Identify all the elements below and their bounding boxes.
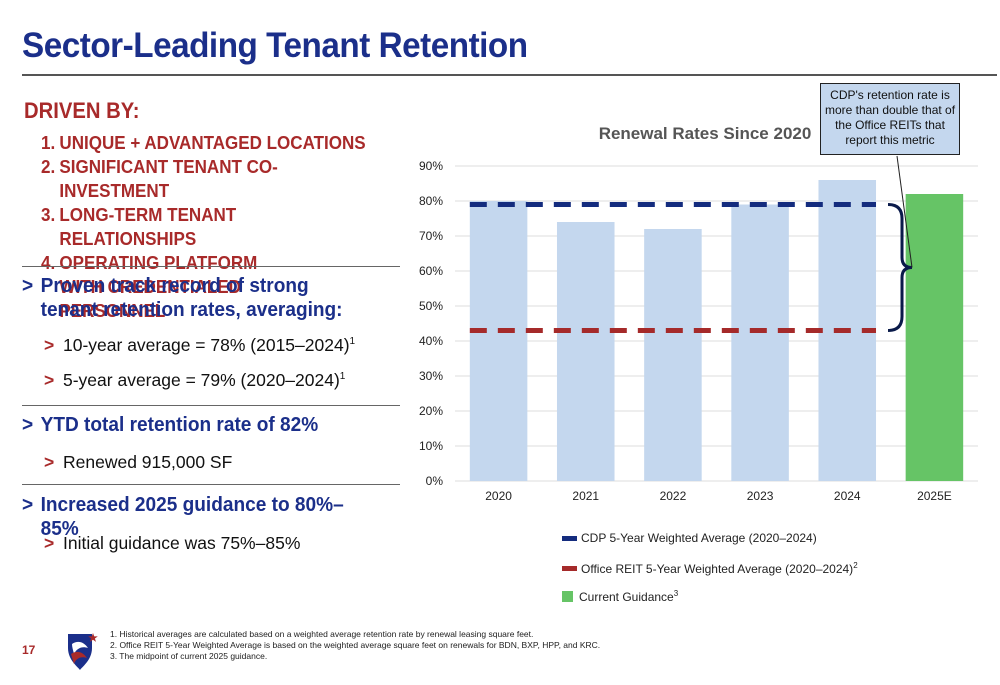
bullet-marker: >	[22, 493, 34, 516]
footnote: 2. Office REIT 5-Year Weighted Average i…	[110, 640, 601, 650]
x-tick-label: 2024	[834, 489, 861, 503]
footnote: 3. The midpoint of current 2025 guidance…	[110, 651, 268, 661]
legend-label: CDP 5-Year Weighted Average (2020–2024)	[581, 531, 817, 545]
footnote-ref: 1	[349, 336, 356, 348]
sub-bullet-marker: >	[44, 370, 55, 390]
x-tick-label: 2025E	[917, 489, 952, 503]
y-tick-label: 40%	[419, 334, 443, 348]
driver-number: 1.	[41, 132, 56, 153]
x-tick-label: 2023	[747, 489, 774, 503]
page-title: Sector-Leading Tenant Retention	[22, 26, 528, 65]
company-logo	[68, 633, 98, 670]
x-tick-label: 2020	[485, 489, 512, 503]
bullet-text: Proven track record of strong tenant ret…	[40, 274, 343, 321]
legend-label: Current Guidance3	[579, 589, 679, 604]
section-divider	[22, 266, 400, 267]
driver-text: UNIQUE + ADVANTAGED LOCATIONS	[59, 132, 366, 153]
y-tick-label: 10%	[419, 439, 443, 453]
y-tick-label: 70%	[419, 229, 443, 243]
x-tick-label: 2022	[660, 489, 687, 503]
driver-number: 3.	[41, 204, 56, 225]
bullet-ytd-retention: > YTD total retention rate of 82%	[22, 413, 375, 437]
driver-item: 4. OPERATING PLATFORM WITH CREDENTIALED P…	[41, 251, 372, 323]
y-tick-label: 50%	[419, 299, 443, 313]
legend-swatch	[562, 535, 577, 541]
driven-by-heading: DRIVEN BY:	[24, 98, 140, 123]
legend-label: Office REIT 5-Year Weighted Average (202…	[581, 561, 858, 576]
footnote-ref: 1	[339, 371, 346, 383]
driver-text: OPERATING PLATFORM WITH CREDENTIALED PER…	[59, 252, 258, 321]
sub-bullet-marker: >	[44, 452, 55, 472]
bullet-guidance: > Increased 2025 guidance to 80%–85%	[22, 493, 375, 541]
bullet-marker: >	[22, 274, 34, 297]
y-tick-label: 0%	[426, 474, 444, 488]
footnote-ref: 3	[673, 589, 679, 598]
bullet-track-record: > Proven track record of strong tenant r…	[22, 274, 375, 322]
y-tick-label: 20%	[419, 404, 443, 418]
bar-2025E	[905, 194, 964, 481]
footnote-ref: 2	[853, 561, 858, 570]
legend-item-guidance: Current Guidance3	[562, 589, 678, 604]
driver-item: 1. UNIQUE + ADVANTAGED LOCATIONS	[41, 131, 372, 155]
driver-text: LONG-TERM TENANT RELATIONSHIPS	[59, 204, 237, 249]
y-tick-label: 80%	[419, 194, 443, 208]
sub-bullet: > 10-year average = 78% (2015–2024)1	[44, 335, 404, 356]
sub-bullet: > 5-year average = 79% (2020–2024)1	[44, 370, 404, 391]
sub-bullet: > Renewed 915,000 SF	[44, 452, 404, 473]
title-divider	[22, 74, 997, 76]
sub-bullet-text: 5-year average = 79% (2020–2024)1	[63, 370, 346, 390]
section-divider	[22, 405, 400, 406]
sub-bullet-text: Renewed 915,000 SF	[63, 452, 233, 472]
bar-2023	[731, 204, 789, 481]
sub-bullet-marker: >	[44, 335, 55, 355]
bar-2021	[556, 222, 615, 481]
sub-bullet-text: Initial guidance was 75%–85%	[63, 533, 301, 553]
legend-item-office-reit: Office REIT 5-Year Weighted Average (202…	[562, 561, 858, 576]
sub-bullet: > Initial guidance was 75%–85%	[44, 533, 404, 554]
bullet-marker: >	[22, 413, 34, 436]
x-tick-label: 2021	[572, 489, 599, 503]
y-tick-label: 60%	[419, 264, 443, 278]
callout-box: CDP's retention rate is more than double…	[820, 83, 960, 155]
footnotes: 1. Historical averages are calculated ba…	[110, 629, 600, 662]
footnote: 1. Historical averages are calculated ba…	[110, 629, 534, 639]
sub-bullet-marker: >	[44, 533, 55, 553]
sub-bullet-text: 10-year average = 78% (2015–2024)1	[63, 335, 356, 355]
driver-item: 3. LONG-TERM TENANT RELATIONSHIPS	[41, 203, 372, 251]
y-tick-label: 30%	[419, 369, 443, 383]
legend-item-cdp: CDP 5-Year Weighted Average (2020–2024)	[562, 531, 817, 545]
y-tick-label: 90%	[419, 159, 443, 173]
driver-number: 4.	[41, 252, 56, 273]
bar-2022	[644, 229, 702, 481]
driver-item: 2. SIGNIFICANT TENANT CO-INVESTMENT	[41, 155, 372, 203]
bullet-text: Increased 2025 guidance to 80%–85%	[40, 493, 344, 540]
page-number: 17	[22, 643, 36, 657]
driver-number: 2.	[41, 156, 56, 177]
bullet-text: YTD total retention rate of 82%	[40, 413, 319, 436]
driver-text: SIGNIFICANT TENANT CO-INVESTMENT	[59, 156, 278, 201]
chart-title: Renewal Rates Since 2020	[598, 124, 812, 143]
callout-connector	[896, 155, 913, 268]
bar-2020	[469, 201, 528, 481]
legend-swatch	[562, 566, 577, 571]
legend-swatch	[562, 591, 573, 602]
section-divider	[22, 484, 400, 485]
drivers-list: 1. UNIQUE + ADVANTAGED LOCATIONS 2. SIGNIF…	[41, 131, 372, 323]
